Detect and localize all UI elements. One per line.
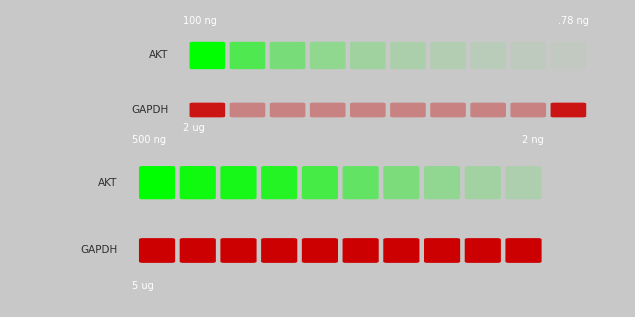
FancyBboxPatch shape	[310, 103, 345, 117]
FancyBboxPatch shape	[342, 166, 378, 199]
FancyBboxPatch shape	[220, 166, 257, 199]
FancyBboxPatch shape	[431, 103, 466, 117]
Text: GAPDH: GAPDH	[80, 245, 117, 256]
Text: AKT: AKT	[149, 50, 168, 61]
FancyBboxPatch shape	[180, 238, 216, 263]
FancyBboxPatch shape	[180, 166, 216, 199]
FancyBboxPatch shape	[310, 42, 345, 69]
FancyBboxPatch shape	[551, 103, 586, 117]
FancyBboxPatch shape	[465, 166, 501, 199]
Text: 2 ug: 2 ug	[183, 123, 205, 133]
FancyBboxPatch shape	[189, 103, 225, 117]
FancyBboxPatch shape	[431, 42, 466, 69]
FancyBboxPatch shape	[261, 166, 297, 199]
FancyBboxPatch shape	[350, 103, 385, 117]
FancyBboxPatch shape	[302, 238, 338, 263]
FancyBboxPatch shape	[230, 42, 265, 69]
FancyBboxPatch shape	[139, 166, 175, 199]
FancyBboxPatch shape	[261, 238, 297, 263]
Text: AKT: AKT	[98, 178, 117, 188]
FancyBboxPatch shape	[511, 103, 546, 117]
FancyBboxPatch shape	[424, 166, 460, 199]
FancyBboxPatch shape	[390, 103, 425, 117]
FancyBboxPatch shape	[471, 103, 506, 117]
FancyBboxPatch shape	[511, 42, 546, 69]
FancyBboxPatch shape	[471, 42, 506, 69]
FancyBboxPatch shape	[505, 238, 542, 263]
FancyBboxPatch shape	[424, 238, 460, 263]
FancyBboxPatch shape	[270, 103, 305, 117]
FancyBboxPatch shape	[270, 42, 305, 69]
FancyBboxPatch shape	[505, 166, 542, 199]
Text: GAPDH: GAPDH	[131, 105, 168, 115]
FancyBboxPatch shape	[302, 166, 338, 199]
Text: 100 ng: 100 ng	[183, 16, 217, 26]
FancyBboxPatch shape	[139, 238, 175, 263]
FancyBboxPatch shape	[384, 238, 420, 263]
FancyBboxPatch shape	[350, 42, 385, 69]
FancyBboxPatch shape	[230, 103, 265, 117]
FancyBboxPatch shape	[342, 238, 378, 263]
Text: 2 ng: 2 ng	[522, 135, 544, 145]
FancyBboxPatch shape	[189, 42, 225, 69]
FancyBboxPatch shape	[384, 166, 420, 199]
Text: 500 ng: 500 ng	[133, 135, 166, 145]
Text: .78 ng: .78 ng	[558, 16, 589, 26]
FancyBboxPatch shape	[390, 42, 425, 69]
FancyBboxPatch shape	[465, 238, 501, 263]
Text: 5 ug: 5 ug	[133, 281, 154, 291]
FancyBboxPatch shape	[220, 238, 257, 263]
